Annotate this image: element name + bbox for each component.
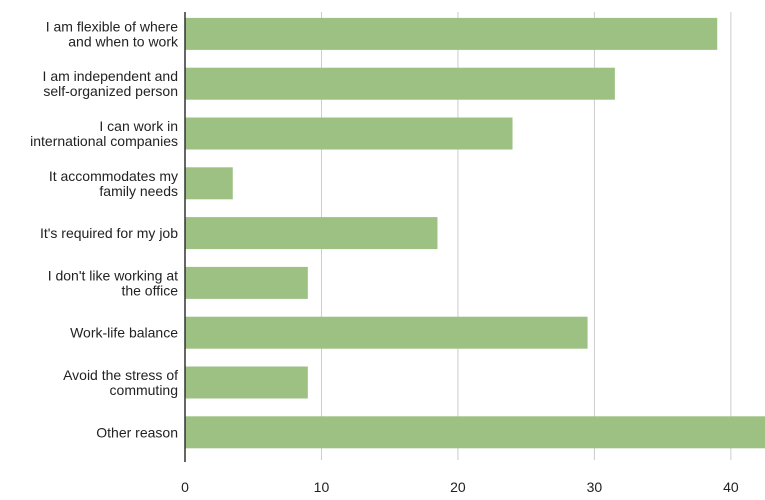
x-tick-label: 20 (450, 479, 466, 495)
bar-2 (185, 117, 513, 150)
x-tick-label: 30 (587, 479, 603, 495)
category-label: I am flexible of where and when to work (46, 18, 179, 49)
category-label-line: It accommodates my (49, 168, 178, 184)
category-label: I don't like working at the office (48, 267, 179, 298)
bars (185, 17, 765, 449)
category-label-line: Avoid the stress of (63, 367, 178, 383)
category-label-line: self-organized person (43, 83, 178, 99)
category-label: Work-life balance (70, 325, 178, 341)
bar-5 (185, 266, 308, 299)
bar-4 (185, 217, 438, 250)
category-label-line: I can work in (99, 118, 178, 134)
category-label: I can work in international companies (30, 118, 178, 149)
x-tick-label: 40 (723, 479, 739, 495)
bar-1 (185, 67, 615, 100)
bar-3 (185, 167, 233, 200)
bar-8 (185, 416, 765, 449)
category-label: Avoid the stress of commuting (63, 367, 178, 398)
x-tick-labels: 0 10 20 30 40 (181, 479, 739, 495)
category-label-line: I don't like working at (48, 267, 178, 283)
category-label-line: Other reason (96, 424, 178, 440)
category-labels: I am flexible of where and when to workI … (30, 18, 179, 440)
category-label-line: family needs (99, 183, 178, 199)
category-label: Other reason (96, 424, 178, 440)
x-tick-label: 0 (181, 479, 189, 495)
category-label-line: I am independent and (43, 68, 178, 84)
category-label: It accommodates my family needs (49, 168, 178, 199)
x-tick-label: 10 (314, 479, 330, 495)
category-label-line: international companies (30, 133, 178, 149)
category-label-line: I am flexible of where (46, 18, 178, 34)
category-label: I am independent and self-organized perso… (43, 68, 178, 99)
category-label-line: commuting (110, 382, 178, 398)
category-label-line: Work-life balance (70, 325, 178, 341)
category-label: It's required for my job (40, 225, 178, 241)
bar-6 (185, 316, 588, 349)
category-label-line: and when to work (68, 33, 179, 49)
category-label-line: It's required for my job (40, 225, 178, 241)
bar-7 (185, 366, 308, 399)
bar-0 (185, 17, 718, 50)
category-label-line: the office (121, 282, 178, 298)
